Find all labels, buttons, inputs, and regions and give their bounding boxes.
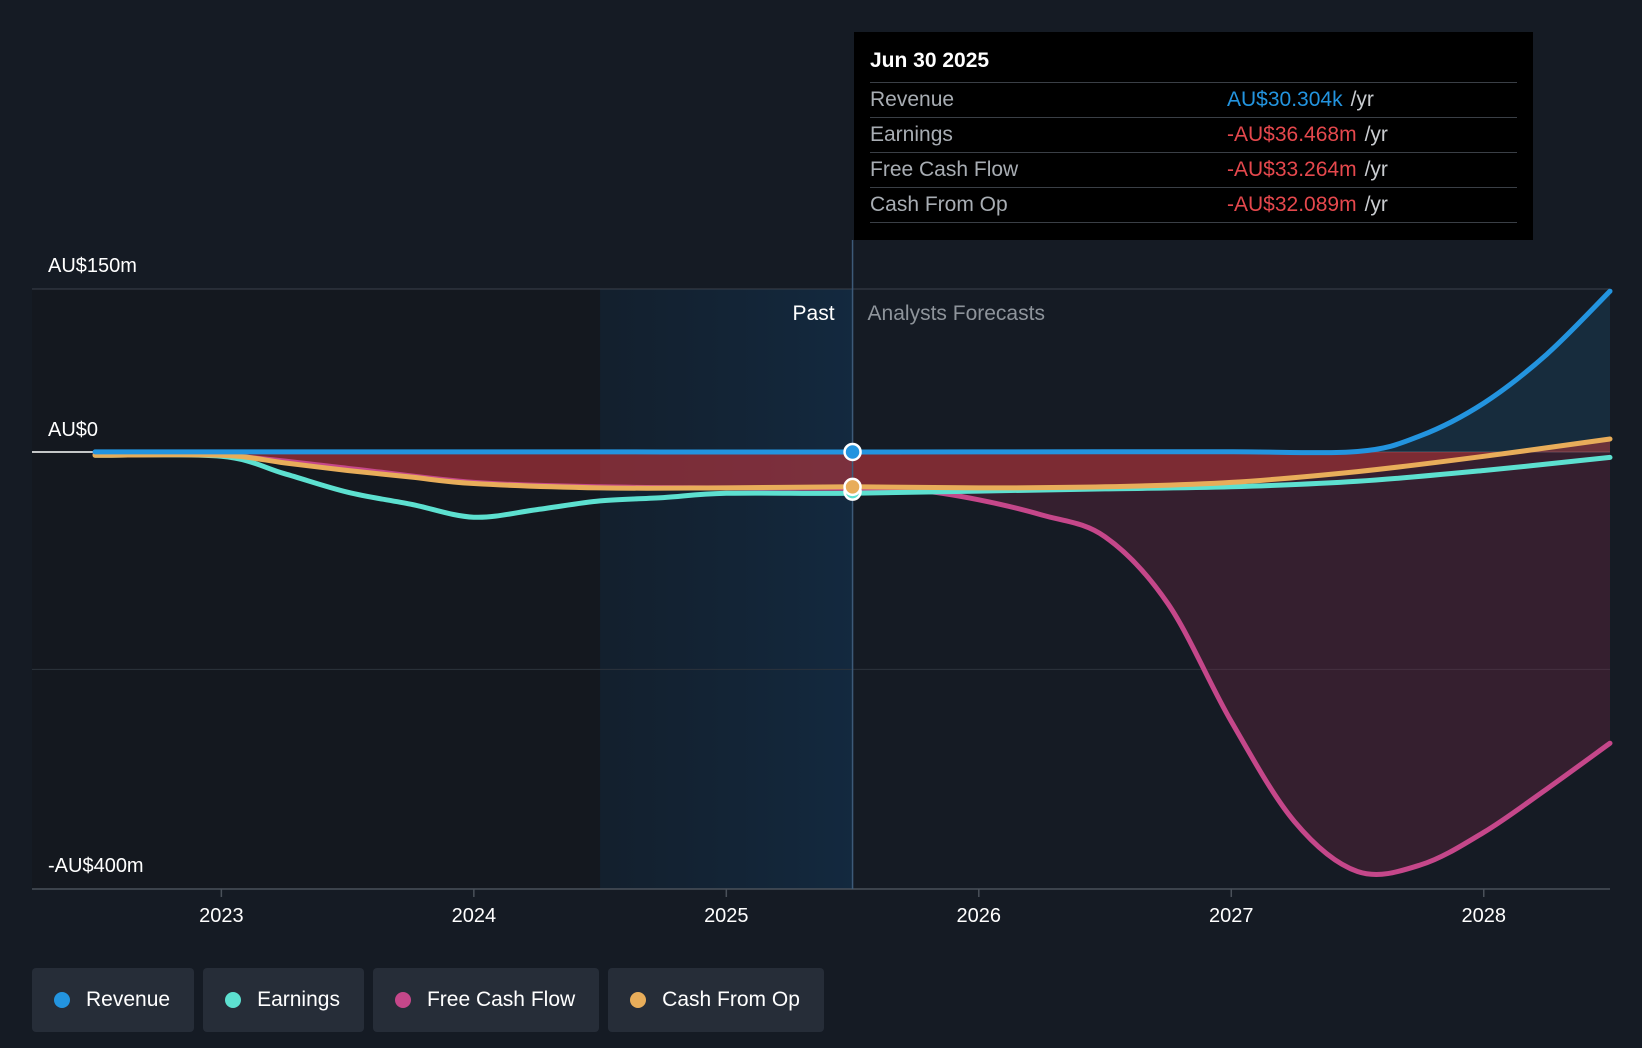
x-tick-label: 2024 — [452, 905, 497, 927]
tooltip-row-unit: /yr — [1364, 193, 1388, 216]
highlight-points — [843, 442, 862, 501]
legend-label: Revenue — [86, 988, 171, 1011]
legend-item-free-cash-flow[interactable]: Free Cash Flow — [372, 968, 600, 1032]
tooltip-row-free-cash-flow: Free Cash Flow -AU$33.264m /yr — [870, 153, 1517, 188]
legend-item-revenue[interactable]: Revenue — [32, 968, 195, 1032]
line-revenue — [92, 288, 1613, 456]
tooltip-row-unit: /yr — [1364, 123, 1388, 146]
x-axis: 2023 2024 2025 2026 2027 2028 — [199, 889, 1506, 927]
past-label: Past — [793, 302, 835, 325]
line-cash-from-op — [92, 436, 1613, 491]
tooltip-row-earnings: Earnings -AU$36.468m /yr — [870, 118, 1517, 153]
legend-label: Cash From Op — [662, 988, 800, 1011]
tooltip-row-value: -AU$32.089m — [1227, 193, 1357, 216]
x-tick-label: 2027 — [1209, 905, 1254, 927]
y-axis-label-zero: AU$0 — [48, 419, 98, 441]
y-axis-label-bottom: -AU$400m — [48, 855, 144, 877]
tooltip-row-value: -AU$33.264m — [1227, 158, 1357, 181]
tooltip-row-label: Revenue — [870, 88, 955, 111]
legend-dot-icon — [394, 992, 411, 1008]
legend-dot-icon — [225, 992, 242, 1008]
series-lines — [92, 288, 1613, 877]
x-tick-label: 2028 — [1462, 905, 1507, 927]
x-tick-label: 2026 — [957, 905, 1002, 927]
line-earnings — [92, 452, 1613, 520]
legend-item-cash-from-op[interactable]: Cash From Op — [608, 968, 824, 1032]
legend-label: Free Cash Flow — [426, 988, 576, 1011]
x-tick-label: 2023 — [199, 905, 244, 927]
tooltip-row-label: Earnings — [870, 123, 953, 146]
highlight-point-revenue — [843, 442, 862, 462]
x-tick-label: 2025 — [704, 905, 749, 927]
y-axis: AU$150m AU$0 -AU$400m — [48, 255, 144, 877]
tooltip-row-revenue: Revenue AU$30.304k /yr — [870, 83, 1517, 118]
legend-dot-icon — [54, 992, 70, 1008]
y-axis-label-top: AU$150m — [48, 255, 137, 277]
tooltip-row-value: AU$30.304k — [1227, 88, 1343, 111]
area-revenue — [95, 291, 1611, 453]
tooltip-date: Jun 30 2025 — [870, 46, 1517, 83]
highlight-point-cash-from-op — [843, 477, 862, 497]
forecast-label: Analysts Forecasts — [868, 302, 1045, 325]
tooltip-row-label: Cash From Op — [870, 193, 1008, 216]
legend-label: Earnings — [257, 988, 340, 1011]
tooltip-row-cash-from-op: Cash From Op -AU$32.089m /yr — [870, 188, 1517, 223]
tooltip: Jun 30 2025 Revenue AU$30.304k /yr Earni… — [854, 32, 1533, 240]
history-background — [32, 289, 601, 889]
tooltip-row-value: -AU$36.468m — [1227, 123, 1357, 146]
legend-item-earnings[interactable]: Earnings — [203, 968, 364, 1032]
past-region-highlight — [600, 289, 853, 889]
legend: Revenue Earnings Free Cash Flow Cash Fro… — [32, 968, 824, 1032]
tooltip-row-label: Free Cash Flow — [870, 158, 1019, 181]
area-free-cash-flow — [95, 452, 1611, 875]
tooltip-row-unit: /yr — [1350, 88, 1374, 111]
legend-dot-icon — [630, 992, 647, 1008]
tooltip-row-unit: /yr — [1364, 158, 1388, 181]
